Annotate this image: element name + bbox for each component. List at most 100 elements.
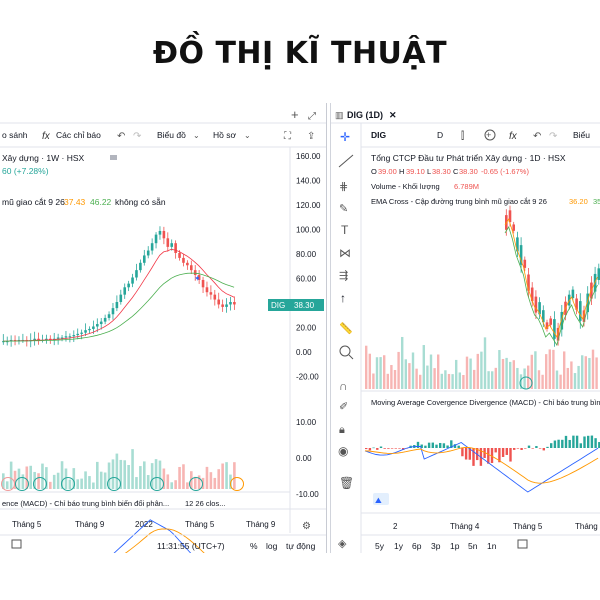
volume-bar: [201, 477, 205, 489]
profile-button[interactable]: Hồ sơ: [213, 130, 236, 140]
collapse-icon[interactable]: [110, 155, 117, 160]
range-button-5y[interactable]: 5y: [375, 541, 385, 551]
redo-icon[interactable]: ↷: [133, 131, 142, 142]
price-axis-label: 20.00: [296, 324, 317, 333]
range-button-3p[interactable]: 3p: [431, 541, 441, 551]
add-icon[interactable]: [484, 129, 496, 141]
range-button-6p[interactable]: 6p: [412, 541, 422, 551]
range-button-1y[interactable]: 1y: [394, 541, 404, 551]
time-axis-label: Tháng 5: [12, 520, 42, 529]
volume-bar: [516, 367, 519, 389]
candle: [190, 265, 193, 271]
volume-bar: [404, 359, 407, 389]
ohlc-open: 39.00: [378, 167, 397, 176]
macd-histogram-bar: [568, 439, 571, 448]
ohlc-close: 38.30: [459, 167, 478, 176]
volume-value: 6.789M: [454, 182, 479, 191]
magnet-icon[interactable]: ∩: [339, 379, 348, 393]
volume-bar: [595, 357, 598, 389]
range-button-1n[interactable]: 1n: [487, 541, 497, 551]
indicators-button[interactable]: Các chỉ báo: [56, 130, 101, 140]
brush-icon[interactable]: ✎: [339, 203, 348, 215]
candle: [530, 287, 534, 302]
volume-bar: [393, 369, 397, 389]
range-button-5n[interactable]: 5n: [468, 541, 478, 551]
candle: [127, 283, 130, 288]
candle: [158, 230, 162, 235]
candle: [84, 330, 87, 333]
chevron-down-icon: ⌄: [193, 131, 200, 140]
price-axis-label: 0.00: [296, 348, 312, 357]
volume-bar: [119, 459, 123, 489]
add-chart-icon[interactable]: +: [291, 107, 299, 122]
undo-icon[interactable]: ↶: [117, 131, 125, 142]
trash-icon[interactable]: 🗑︎: [339, 476, 354, 490]
candle: [556, 327, 560, 341]
volume-bar: [41, 463, 44, 489]
symbol-search[interactable]: DIG: [371, 130, 387, 140]
price-axis-label: 160.00: [296, 152, 321, 161]
auto-button[interactable]: tự động: [286, 541, 316, 551]
time-axis-label: Tháng 4: [450, 522, 480, 531]
volume-bar: [375, 357, 379, 389]
text-tool-icon[interactable]: T: [341, 223, 349, 237]
volume-bar: [523, 368, 526, 389]
macd-histogram-bar: [383, 448, 386, 449]
macd-histogram-bar: [583, 436, 586, 448]
candle: [597, 268, 600, 281]
trendline-icon[interactable]: [338, 154, 354, 168]
calendar-icon[interactable]: [517, 539, 528, 549]
candle: [72, 335, 76, 337]
candle: [201, 279, 205, 288]
compare-button[interactable]: o sánh: [2, 130, 28, 140]
candle: [143, 255, 146, 263]
fullscreen-icon[interactable]: ⛶: [283, 131, 292, 142]
ema-fast-line: [504, 218, 598, 339]
percent-button[interactable]: %: [250, 541, 258, 551]
chart-type-button[interactable]: Biểu đồ: [157, 130, 186, 140]
range-button-1p[interactable]: 1p: [450, 541, 460, 551]
volume-bar: [397, 351, 400, 389]
chart-type-button[interactable]: Biểu: [573, 130, 590, 140]
function-icon[interactable]: fx: [509, 131, 518, 142]
volume-bar: [408, 363, 411, 389]
gear-icon[interactable]: ⚙: [302, 521, 311, 532]
prediction-icon[interactable]: ⇶: [339, 269, 348, 282]
chart-tab-label[interactable]: DIG (1D): [347, 110, 383, 120]
candle: [96, 324, 99, 327]
macd-histogram-bar: [546, 446, 549, 448]
macd-axis-label: 0.00: [296, 454, 312, 463]
volume-bar: [487, 371, 490, 389]
arrow-up-icon[interactable]: ↑: [340, 291, 346, 305]
ema-label: mũ giao cắt 9 26: [2, 197, 65, 207]
fib-icon[interactable]: ⋕: [339, 181, 348, 193]
calendar-icon[interactable]: [11, 539, 22, 549]
zoom-icon[interactable]: [339, 345, 351, 357]
ruler-icon[interactable]: 📏: [339, 322, 353, 335]
close-icon[interactable]: ✕: [389, 110, 397, 120]
candle: [549, 318, 552, 325]
macd-axis-label: 10.00: [296, 418, 317, 427]
lock-drawing-icon[interactable]: ✐: [339, 401, 348, 413]
interval-button[interactable]: D: [437, 130, 443, 140]
crosshair-icon[interactable]: ✛: [340, 130, 350, 144]
ema-value-fast: 36.20: [569, 197, 588, 206]
lock-icon[interactable]: 🔒︎: [339, 424, 345, 436]
volume-bar: [2, 473, 5, 489]
eye-icon[interactable]: ◉: [338, 444, 348, 458]
expand-icon[interactable]: ⤢: [308, 111, 316, 122]
macd-histogram-bar: [442, 443, 446, 448]
volume-bar: [509, 361, 512, 389]
volume-bar: [21, 474, 25, 489]
redo-icon[interactable]: ↷: [549, 131, 558, 142]
volume-bar: [584, 356, 587, 389]
share-icon[interactable]: ⇪: [307, 131, 315, 142]
candle: [2, 341, 5, 343]
candle: [80, 332, 83, 334]
volume-bar: [429, 354, 433, 389]
candles-icon[interactable]: ⫿: [461, 130, 464, 142]
signal-circle: [189, 477, 203, 491]
undo-icon[interactable]: ↶: [533, 131, 541, 142]
pattern-icon[interactable]: ⋈: [339, 246, 351, 260]
log-button[interactable]: log: [266, 541, 278, 551]
